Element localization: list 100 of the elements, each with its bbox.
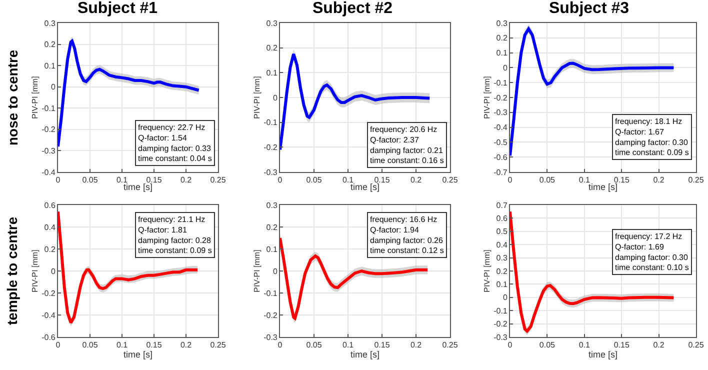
y-axis-title: PIV-PI [mm] xyxy=(482,76,492,119)
x-tick-label: 0.25 xyxy=(210,340,226,350)
y-tick-label: 0.2 xyxy=(44,40,56,50)
annotation: frequency: 16.6 Hz Q-factor: 1.94 damping factor: 0.26 time constant: 0.12 s xyxy=(370,215,444,256)
y-tick-label: -0.7 xyxy=(494,168,508,177)
y-tick-label: -0.4 xyxy=(42,310,56,320)
x-tick-label: 0.25 xyxy=(688,340,704,350)
annotation: frequency: 18.1 Hz Q-factor: 1.67 damping factor: 0.30 time constant: 0.09 s xyxy=(615,117,689,158)
x-tick-label: 0.05 xyxy=(306,176,322,185)
x-tick-label: 0.25 xyxy=(210,176,226,185)
y-tick-label: -0.3 xyxy=(264,168,278,177)
x-axis-title: time [s] xyxy=(123,182,153,192)
x-axis-title: time [s] xyxy=(588,350,618,360)
annotation: frequency: 20.6 Hz Q-factor: 2.37 damping factor: 0.21 time constant: 0.16 s xyxy=(370,125,444,166)
y-tick-label: 0.6 xyxy=(496,214,508,223)
y-tick-label: -0.2 xyxy=(42,288,56,298)
y-tick-label: 0 xyxy=(272,266,278,276)
y-tick-label: 0.2 xyxy=(266,44,278,53)
x-tick-label: 0.15 xyxy=(614,176,630,185)
y-tick-label: 0.2 xyxy=(266,222,278,232)
y-tick-label: 0.3 xyxy=(496,18,508,28)
y-tick-label: -0.2 xyxy=(264,310,278,320)
y-tick-label: 0 xyxy=(50,266,56,276)
annotation: frequency: 21.1 Hz Q-factor: 1.81 damping factor: 0.28 time constant: 0.09 s xyxy=(138,215,212,256)
x-tick-label: 0.25 xyxy=(688,176,704,185)
y-tick-label: -0.5 xyxy=(494,138,508,147)
x-tick-label: 0.15 xyxy=(146,340,162,350)
x-tick-label: 0.15 xyxy=(374,176,390,185)
y-axis-title: PIV-PI [mm] xyxy=(252,250,262,292)
y-tick-label: 0.3 xyxy=(44,18,56,28)
x-tick-label: 0.05 xyxy=(82,340,98,350)
x-tick-label: 0.15 xyxy=(614,340,630,350)
x-tick-label: 0.2 xyxy=(180,176,192,185)
x-tick-label: 0.1 xyxy=(116,340,128,350)
x-tick-label: 0.1 xyxy=(578,340,591,350)
x-tick-label: 0.2 xyxy=(410,340,422,350)
x-tick-label: 0.2 xyxy=(653,340,665,350)
x-tick-label: 0.25 xyxy=(442,340,458,350)
x-tick-label: 0.05 xyxy=(539,340,556,350)
y-tick-label: 0 xyxy=(50,82,56,92)
x-tick-label: 0.05 xyxy=(82,176,98,185)
y-tick-label: -0.3 xyxy=(264,332,278,342)
x-tick-label: 0.05 xyxy=(539,176,556,185)
x-axis-title: time [s] xyxy=(350,350,380,360)
x-axis-title: time [s] xyxy=(588,182,618,192)
annotation: frequency: 17.2 Hz Q-factor: 1.69 damping factor: 0.30 time constant: 0.10 s xyxy=(615,232,689,272)
y-tick-label: -0.1 xyxy=(264,288,278,298)
y-tick-label: 0.1 xyxy=(266,68,278,78)
y-tick-label: 0.1 xyxy=(496,48,508,58)
y-tick-label: -0.1 xyxy=(494,306,508,316)
x-tick-label: 0.15 xyxy=(374,340,390,350)
x-axis-title: time [s] xyxy=(123,350,153,360)
y-tick-label: 0.4 xyxy=(496,240,508,250)
y-tick-label: -0.3 xyxy=(42,146,56,156)
y-axis-title: PIV-PI [mm] xyxy=(482,250,492,292)
y-tick-label: 0.2 xyxy=(496,34,508,43)
x-tick-label: 0.1 xyxy=(578,176,591,185)
y-tick-label: 0.5 xyxy=(496,227,508,236)
y-tick-label: 0.2 xyxy=(496,266,508,276)
y-tick-label: -0.1 xyxy=(264,118,278,128)
y-tick-label: 0 xyxy=(502,64,508,72)
x-tick-label: 0.25 xyxy=(442,176,458,185)
x-axis-title: time [s] xyxy=(350,182,380,192)
x-tick-label: 0.2 xyxy=(180,340,192,350)
x-tick-label: 0.15 xyxy=(146,176,162,185)
y-axis-title: PIV-PI [mm] xyxy=(30,76,40,119)
y-axis-title: PIV-PI [mm] xyxy=(30,250,40,292)
y-tick-label: -0.4 xyxy=(42,168,56,177)
x-tick-label: 0.2 xyxy=(653,176,665,185)
y-tick-label: 0.4 xyxy=(44,222,56,232)
y-tick-label: -0.6 xyxy=(494,152,508,162)
x-tick-label: 0.2 xyxy=(410,176,422,185)
x-tick-label: 0.1 xyxy=(342,340,354,350)
text: temple to centre xyxy=(4,216,20,325)
y-tick-label: 0.7 xyxy=(496,200,508,210)
y-tick-label: -0.3 xyxy=(494,108,508,118)
y-tick-label: 0.3 xyxy=(496,254,508,263)
y-tick-label: -0.4 xyxy=(494,123,508,132)
chart-title: Subject #2 xyxy=(312,0,393,18)
y-tick-label: 0 xyxy=(502,293,508,302)
y-tick-label: -0.6 xyxy=(42,332,56,342)
chart-title: Subject #3 xyxy=(548,0,630,18)
y-tick-label: -0.1 xyxy=(494,78,508,88)
y-tick-label: -0.2 xyxy=(42,125,56,134)
y-tick-label: -0.2 xyxy=(264,142,278,152)
y-tick-label: 0.3 xyxy=(266,18,278,28)
x-tick-label: 0.05 xyxy=(306,340,322,350)
y-tick-label: -0.2 xyxy=(494,320,508,329)
y-tick-label: 0.3 xyxy=(266,200,278,210)
chart-title: Subject #1 xyxy=(77,0,158,18)
y-tick-label: 0.1 xyxy=(44,61,56,70)
text: nose to centre xyxy=(4,50,20,146)
y-tick-label: 0.1 xyxy=(496,280,508,289)
annotation: frequency: 22.7 Hz Q-factor: 1.54 damping factor: 0.33 time constant: 0.04 s xyxy=(138,123,212,164)
y-axis-title: PIV-PI [mm] xyxy=(252,76,262,119)
y-tick-label: -0.3 xyxy=(494,332,508,342)
y-tick-label: 0.6 xyxy=(44,200,56,210)
x-tick-label: 0.1 xyxy=(116,176,128,185)
y-tick-label: 0.1 xyxy=(266,244,278,254)
y-tick-label: -0.1 xyxy=(42,104,56,113)
